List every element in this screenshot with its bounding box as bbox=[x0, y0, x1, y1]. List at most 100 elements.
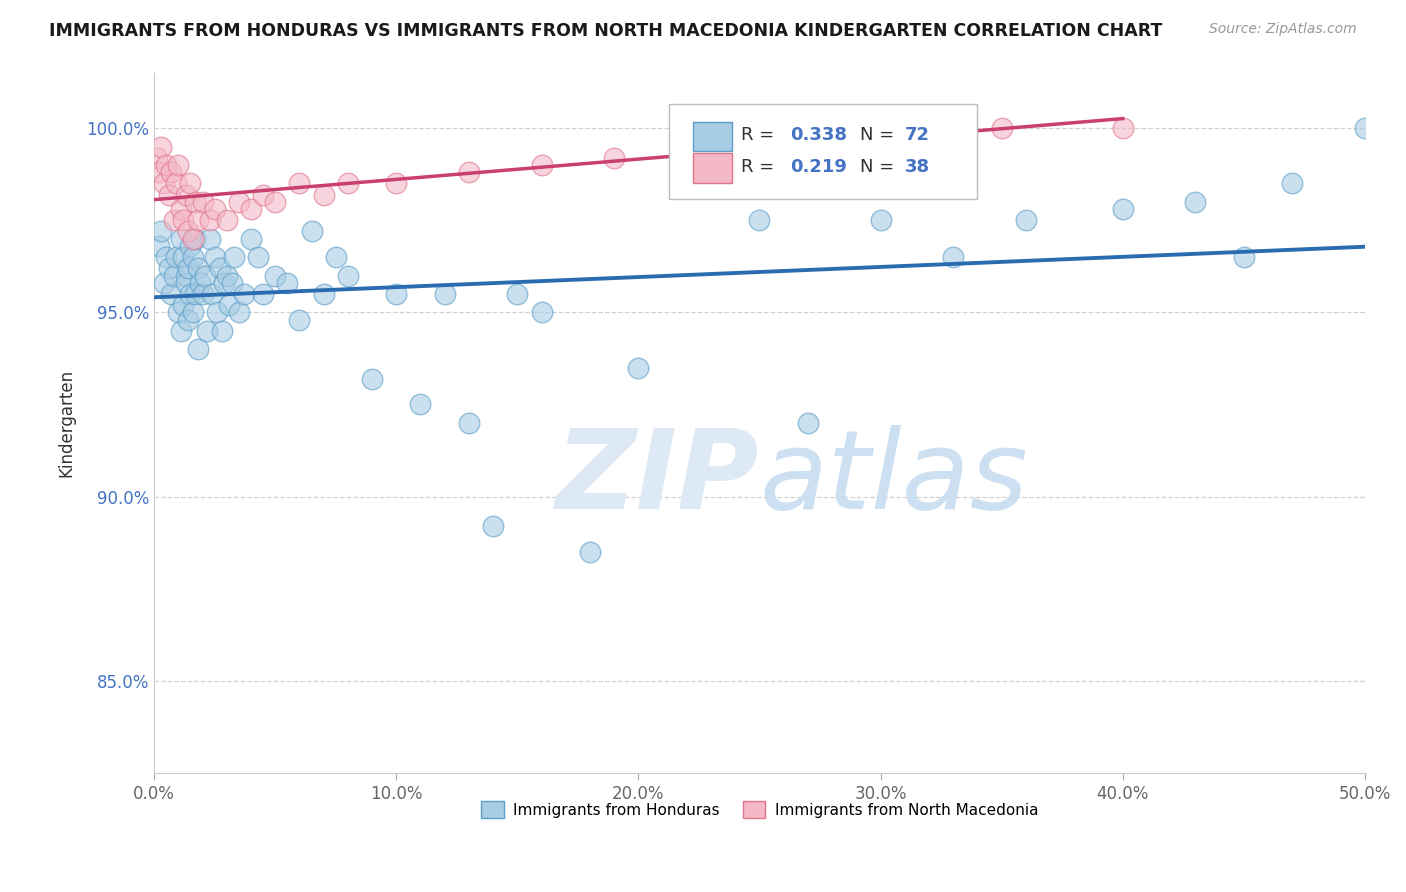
Point bbox=[458, 165, 481, 179]
Point bbox=[264, 268, 287, 283]
Text: 72: 72 bbox=[905, 126, 929, 144]
Point bbox=[1111, 202, 1133, 217]
Point bbox=[676, 139, 699, 153]
Point bbox=[288, 177, 311, 191]
Point bbox=[218, 298, 240, 312]
Point bbox=[170, 324, 193, 338]
Point bbox=[165, 177, 187, 191]
Point bbox=[157, 187, 180, 202]
Point bbox=[288, 312, 311, 326]
Point bbox=[177, 224, 200, 238]
Text: N =: N = bbox=[860, 126, 900, 144]
Text: N =: N = bbox=[860, 159, 900, 177]
Point bbox=[179, 287, 201, 301]
Point bbox=[181, 305, 204, 319]
Point bbox=[1233, 250, 1256, 264]
Point bbox=[214, 276, 236, 290]
Point bbox=[153, 276, 176, 290]
FancyBboxPatch shape bbox=[669, 104, 977, 199]
Point bbox=[208, 261, 231, 276]
Point bbox=[385, 287, 408, 301]
FancyBboxPatch shape bbox=[693, 122, 731, 152]
Point bbox=[301, 224, 323, 238]
Point bbox=[264, 194, 287, 209]
Point bbox=[1015, 213, 1038, 227]
Point bbox=[177, 261, 200, 276]
Point bbox=[772, 128, 794, 143]
Point bbox=[1111, 121, 1133, 136]
Point bbox=[150, 224, 173, 238]
Point bbox=[336, 268, 359, 283]
FancyBboxPatch shape bbox=[693, 153, 731, 183]
Point bbox=[170, 232, 193, 246]
Point bbox=[172, 298, 194, 312]
Point bbox=[530, 158, 553, 172]
Point bbox=[221, 276, 243, 290]
Point bbox=[869, 213, 891, 227]
Point bbox=[748, 213, 770, 227]
Point bbox=[177, 312, 200, 326]
Point bbox=[198, 213, 221, 227]
Point bbox=[155, 250, 177, 264]
Point bbox=[188, 276, 211, 290]
Point bbox=[252, 287, 274, 301]
Point bbox=[165, 250, 187, 264]
Point bbox=[211, 324, 233, 338]
Point bbox=[194, 268, 217, 283]
Legend: Immigrants from Honduras, Immigrants from North Macedonia: Immigrants from Honduras, Immigrants fro… bbox=[475, 795, 1045, 824]
Point bbox=[869, 121, 891, 136]
Point bbox=[247, 250, 270, 264]
Point bbox=[174, 268, 197, 283]
Point bbox=[627, 360, 650, 375]
Point bbox=[150, 139, 173, 153]
Point bbox=[187, 213, 209, 227]
Point bbox=[197, 324, 219, 338]
Point bbox=[167, 305, 190, 319]
Point bbox=[157, 261, 180, 276]
Point bbox=[603, 151, 626, 165]
Text: ZIP: ZIP bbox=[555, 425, 759, 533]
Point bbox=[167, 158, 190, 172]
Text: 0.219: 0.219 bbox=[790, 159, 846, 177]
Point bbox=[191, 194, 214, 209]
Point bbox=[325, 250, 347, 264]
Text: 0.338: 0.338 bbox=[790, 126, 846, 144]
Point bbox=[240, 232, 263, 246]
Point bbox=[160, 165, 183, 179]
Point bbox=[162, 268, 184, 283]
Point bbox=[160, 287, 183, 301]
Point bbox=[385, 177, 408, 191]
Point bbox=[201, 287, 224, 301]
Point bbox=[174, 187, 197, 202]
Point bbox=[215, 268, 238, 283]
Point bbox=[172, 213, 194, 227]
Point bbox=[1184, 194, 1206, 209]
Point bbox=[215, 213, 238, 227]
Text: R =: R = bbox=[741, 159, 780, 177]
Point bbox=[361, 372, 384, 386]
Point bbox=[170, 202, 193, 217]
Text: R =: R = bbox=[741, 126, 780, 144]
Point bbox=[204, 202, 226, 217]
Point bbox=[530, 305, 553, 319]
Point bbox=[276, 276, 298, 290]
Point bbox=[179, 239, 201, 253]
Point bbox=[181, 250, 204, 264]
Point bbox=[148, 165, 170, 179]
Point bbox=[148, 239, 170, 253]
Point bbox=[204, 250, 226, 264]
Point bbox=[162, 213, 184, 227]
Point bbox=[187, 342, 209, 356]
Point bbox=[191, 287, 214, 301]
Point bbox=[458, 416, 481, 430]
Point bbox=[1281, 177, 1303, 191]
Point bbox=[409, 397, 432, 411]
Point bbox=[1354, 121, 1376, 136]
Point bbox=[433, 287, 456, 301]
Point bbox=[482, 519, 505, 533]
Text: Source: ZipAtlas.com: Source: ZipAtlas.com bbox=[1209, 22, 1357, 37]
Point bbox=[153, 177, 176, 191]
Text: atlas: atlas bbox=[759, 425, 1028, 533]
Point bbox=[232, 287, 254, 301]
Point bbox=[942, 250, 965, 264]
